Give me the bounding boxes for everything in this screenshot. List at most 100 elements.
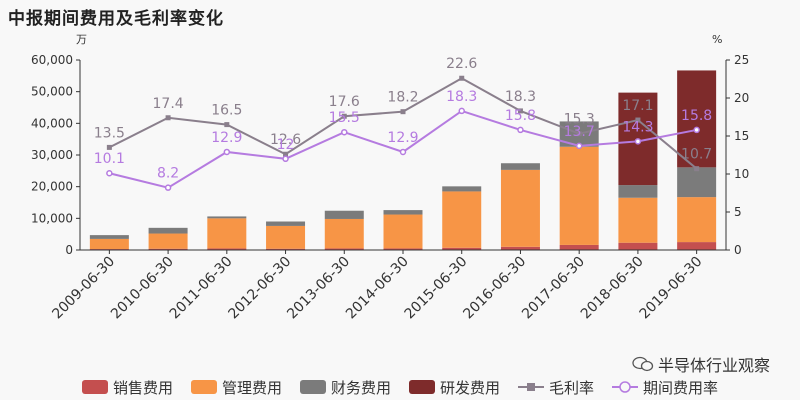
point-period-rate: [575, 142, 583, 150]
point-gross-margin: [400, 109, 406, 115]
chart-title: 中报期间费用及毛利率变化: [8, 9, 224, 29]
data-label-gross-margin: 18.2: [387, 90, 418, 106]
y-tick-label: 30,000: [31, 148, 73, 162]
data-label-gross-margin: 22.6: [446, 56, 477, 72]
bar-finance: [383, 210, 423, 215]
data-label-gross-margin: 16.5: [211, 103, 242, 119]
legend-label: 期间费用率: [643, 378, 719, 397]
y-tick-label: 20,000: [31, 180, 73, 194]
point-gross-margin: [517, 108, 523, 114]
legend-swatch-period-rate: [612, 380, 639, 394]
point-gross-margin: [283, 151, 289, 157]
data-label-gross-margin: 12.6: [270, 132, 301, 148]
point-period-rate: [223, 148, 231, 156]
bar-sales: [442, 247, 482, 250]
bar-finance: [148, 227, 188, 234]
data-label-gross-margin: 17.4: [153, 96, 184, 112]
left-axis-unit: 万: [76, 33, 87, 46]
x-tick-label: 2019-06-30: [637, 254, 706, 323]
data-label-gross-margin: 10.7: [681, 147, 712, 163]
data-labels: 13.5 17.4 16.5 12.6 17.6 18.2 22.6 18.3 15.3 17.1…: [94, 56, 712, 181]
point-period-rate: [693, 126, 700, 134]
bar-sales: [324, 248, 364, 250]
legend-label: 管理费用: [221, 378, 282, 397]
bar-finance: [324, 210, 364, 219]
point-gross-margin: [576, 131, 582, 137]
data-label-period-rate: 13.7: [564, 124, 595, 140]
data-label-gross-margin: 13.5: [94, 125, 125, 141]
point-period-rate: [399, 148, 407, 156]
bar-sales: [207, 248, 247, 250]
point-period-rate: [458, 107, 465, 115]
data-label-period-rate: 15.5: [329, 110, 360, 126]
data-label-period-rate: 8.2: [157, 166, 179, 182]
point-period-rate: [282, 155, 289, 163]
bar-admin: [89, 238, 129, 250]
bar-finance: [677, 167, 717, 198]
point-period-rate: [164, 184, 172, 191]
point-period-rate: [634, 138, 642, 145]
bar-admin: [383, 214, 423, 249]
lines: [106, 75, 700, 191]
data-label-period-rate: 12.9: [211, 130, 242, 146]
legend-swatch-sales: [81, 380, 108, 394]
legend-label: 财务费用: [330, 378, 391, 397]
legend-item-admin[interactable]: 管理费用: [190, 376, 282, 398]
legend-item-gross-margin[interactable]: 毛利率: [518, 376, 594, 398]
point-gross-margin: [165, 115, 171, 121]
data-label-period-rate: 12: [277, 137, 295, 153]
point-period-rate: [106, 169, 113, 177]
bar-admin: [266, 225, 306, 249]
bar-admin: [442, 191, 482, 248]
data-label-gross-margin: 18.3: [505, 89, 536, 105]
wechat-icon: [632, 356, 654, 372]
bar-finance: [207, 216, 247, 219]
bar-admin: [324, 218, 364, 249]
data-label-gross-margin: 17.1: [622, 98, 653, 114]
watermark-text: 半导体行业观察: [658, 356, 771, 375]
bar-admin: [148, 233, 188, 249]
y-tick-label: 50,000: [31, 85, 73, 99]
bar-finance: [266, 221, 306, 226]
bar-sales: [559, 244, 599, 250]
bar-finance: [618, 185, 658, 198]
data-label-period-rate: 12.9: [387, 130, 418, 146]
y2-tick-label: 25: [734, 53, 749, 67]
bar-sales: [618, 242, 658, 250]
bar-admin: [677, 197, 717, 243]
data-label-period-rate: 10.1: [94, 151, 125, 167]
data-label-period-rate: 14.3: [622, 119, 653, 135]
legend-label: 销售费用: [112, 378, 173, 397]
bars: [89, 70, 717, 250]
legend: 销售费用 管理费用 财务费用 研发费用 毛利率 期间费用率: [0, 376, 800, 398]
bar-finance: [500, 163, 540, 170]
bar-sales: [677, 242, 717, 250]
watermark: 半导体行业观察: [632, 352, 770, 376]
legend-swatch-gross-margin: [518, 380, 545, 394]
data-label-period-rate: 15.8: [681, 108, 712, 124]
bar-rd: [677, 70, 717, 168]
y-tick-label: 60,000: [31, 53, 73, 67]
point-gross-margin: [635, 117, 641, 123]
legend-item-sales[interactable]: 销售费用: [81, 376, 173, 398]
point-gross-margin: [341, 113, 347, 119]
point-gross-margin: [694, 166, 700, 172]
legend-label: 毛利率: [549, 378, 595, 397]
legend-item-period-rate[interactable]: 期间费用率: [612, 376, 718, 398]
legend-item-finance[interactable]: 财务费用: [299, 376, 391, 398]
legend-swatch-rd: [409, 380, 435, 394]
data-label-gross-margin: 17.6: [329, 94, 360, 110]
data-label-period-rate: 18.3: [446, 89, 477, 105]
bar-sales: [500, 246, 540, 250]
y2-tick-label: 20: [734, 91, 749, 105]
legend-swatch-finance: [299, 380, 326, 394]
data-label-gross-margin: 15.3: [564, 112, 595, 128]
y2-tick-label: 5: [734, 205, 742, 219]
y-tick-label: 40,000: [31, 116, 73, 130]
legend-item-rd[interactable]: 研发费用: [409, 376, 500, 398]
bar-admin: [618, 197, 658, 243]
y2-tick-label: 0: [734, 243, 742, 257]
point-period-rate: [517, 126, 524, 134]
point-gross-margin: [224, 122, 230, 128]
